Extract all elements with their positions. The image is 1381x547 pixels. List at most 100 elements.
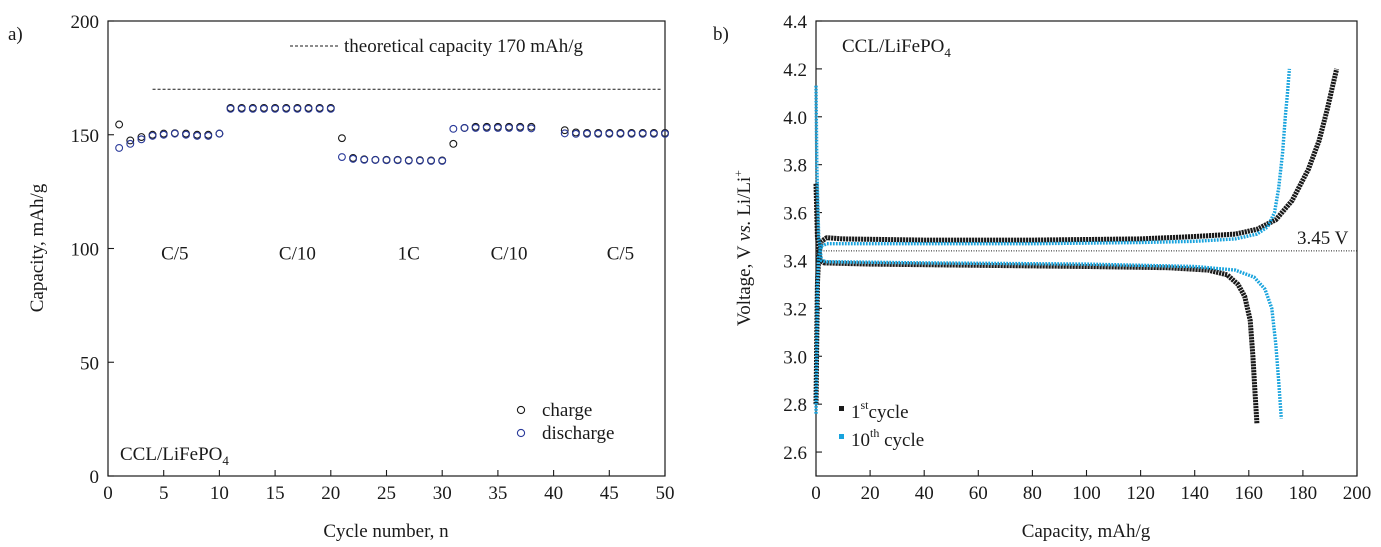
b-y-tick-label: 2.8 bbox=[783, 395, 807, 416]
b-y-tick-label: 3.4 bbox=[783, 251, 807, 272]
point-discharge bbox=[505, 123, 513, 132]
point-discharge bbox=[638, 129, 647, 138]
y-axis-b: 2.6 2.8 3.0 3.2 3.4 3.6 3.8 4.0 4.2 4.4 bbox=[783, 12, 822, 464]
a-x-tick-label: 5 bbox=[159, 483, 169, 504]
b-y-tick-label: 3.2 bbox=[783, 299, 807, 320]
b-x-tick-label: 120 bbox=[1126, 483, 1155, 504]
legend-label-10th-cycle: 10th cycle bbox=[851, 426, 924, 451]
a-x-tick-label: 30 bbox=[433, 483, 452, 504]
b-y-tick-label: 4.4 bbox=[783, 12, 807, 33]
b-x-tick-label: 80 bbox=[1023, 483, 1042, 504]
point-discharge bbox=[449, 124, 458, 133]
point-discharge bbox=[560, 129, 569, 138]
point-discharge bbox=[482, 123, 491, 132]
b-x-tick-label: 20 bbox=[861, 483, 880, 504]
b-x-tick-label: 200 bbox=[1343, 483, 1372, 504]
rate-labels-a: C/5 C/10 1C C/10 C/5 bbox=[161, 244, 634, 265]
point-discharge bbox=[182, 130, 190, 139]
b-y-tick-label: 4.0 bbox=[783, 108, 807, 129]
panel-b: b) 0 20 40 60 80 100 120 140 160 180 200 2.6 2.8 3.0… bbox=[713, 12, 1371, 542]
point-discharge bbox=[583, 129, 591, 138]
reference-label-b: 3.45 V bbox=[1297, 228, 1349, 249]
b-y-tick-label: 4.2 bbox=[783, 60, 807, 81]
point-discharge bbox=[616, 129, 625, 138]
voltage-curves-b bbox=[813, 68, 1340, 424]
legend-label-1st-cycle: 1stcycle bbox=[851, 398, 909, 423]
a-y-tick-label: 100 bbox=[71, 240, 100, 261]
point-discharge bbox=[204, 131, 213, 140]
a-y-tick-label: 200 bbox=[71, 12, 100, 33]
point-discharge bbox=[349, 154, 358, 163]
point-discharge bbox=[293, 104, 302, 113]
point-discharge bbox=[438, 156, 447, 165]
point-discharge bbox=[393, 156, 402, 165]
b-x-tick-label: 180 bbox=[1289, 483, 1318, 504]
point-discharge bbox=[527, 124, 536, 133]
reference-label-a: theoretical capacity 170 mAh/g bbox=[344, 36, 583, 57]
curve-10th-cycle-discharge bbox=[814, 85, 1283, 419]
curve-1st-cycle-discharge bbox=[813, 183, 1260, 424]
point-discharge bbox=[594, 129, 603, 138]
a-y-tick-label: 50 bbox=[80, 353, 99, 374]
point-discharge bbox=[248, 104, 257, 113]
point-discharge bbox=[371, 156, 380, 164]
rate-label: C/10 bbox=[491, 244, 528, 265]
panel-label-b: b) bbox=[713, 24, 729, 45]
point-charge bbox=[449, 139, 458, 148]
a-x-tick-label: 50 bbox=[656, 483, 675, 504]
a-x-tick-label: 15 bbox=[266, 483, 285, 504]
legend-label-charge: charge bbox=[542, 400, 592, 421]
a-x-tick-label: 10 bbox=[210, 483, 229, 504]
panel-label-a: a) bbox=[8, 24, 23, 45]
a-x-tick-label: 0 bbox=[103, 483, 113, 504]
b-y-tick-label: 3.8 bbox=[783, 156, 807, 177]
legend-a: charge discharge bbox=[516, 400, 614, 444]
x-axis-b: 0 20 40 60 80 100 120 140 160 180 200 bbox=[811, 470, 1371, 504]
y-axis-label-b: Voltage, V vs. Li/Li+ bbox=[731, 170, 755, 326]
point-discharge bbox=[304, 104, 313, 113]
point-discharge bbox=[215, 129, 224, 138]
point-discharge bbox=[237, 104, 246, 113]
b-x-tick-label: 140 bbox=[1180, 483, 1209, 504]
point-discharge bbox=[382, 156, 391, 165]
a-x-tick-label: 35 bbox=[488, 483, 507, 504]
point-discharge bbox=[415, 156, 424, 165]
point-discharge bbox=[427, 156, 436, 165]
point-discharge bbox=[460, 123, 469, 132]
y-axis-a: 0 50 100 150 200 bbox=[71, 12, 114, 488]
legend-marker-discharge bbox=[516, 428, 526, 438]
a-x-tick-label: 20 bbox=[321, 483, 340, 504]
point-discharge bbox=[271, 104, 280, 113]
point-discharge bbox=[137, 135, 146, 144]
a-y-tick-label: 0 bbox=[90, 467, 100, 488]
rate-label: C/5 bbox=[607, 244, 634, 265]
legend-b: 1stcycle 10th cycle bbox=[839, 398, 924, 451]
b-x-tick-label: 100 bbox=[1072, 483, 1101, 504]
point-discharge bbox=[226, 104, 235, 113]
point-charge bbox=[560, 126, 569, 135]
point-discharge bbox=[404, 156, 413, 165]
point-discharge bbox=[571, 129, 580, 138]
y-axis-label-a: Capacity, mAh/g bbox=[27, 183, 48, 312]
point-discharge bbox=[360, 155, 369, 164]
b-x-tick-label: 160 bbox=[1235, 483, 1264, 504]
point-charge bbox=[115, 120, 124, 129]
b-y-tick-label: 3.0 bbox=[783, 347, 807, 368]
point-discharge bbox=[627, 129, 636, 138]
point-discharge bbox=[126, 139, 135, 148]
x-axis-label-a: Cycle number, n bbox=[323, 521, 449, 542]
rate-label: C/5 bbox=[161, 244, 188, 265]
point-discharge bbox=[315, 104, 324, 113]
point-charge bbox=[126, 136, 135, 145]
data-points-a bbox=[115, 103, 669, 165]
curve-1st-cycle-charge bbox=[813, 68, 1340, 405]
point-discharge bbox=[148, 131, 157, 140]
point-discharge bbox=[661, 129, 669, 138]
point-discharge bbox=[605, 129, 614, 138]
point-discharge bbox=[326, 104, 335, 113]
point-discharge bbox=[260, 104, 268, 113]
a-x-tick-label: 40 bbox=[544, 483, 563, 504]
point-discharge bbox=[516, 123, 525, 132]
legend-marker-1st-cycle bbox=[839, 406, 844, 411]
b-x-tick-label: 60 bbox=[969, 483, 988, 504]
